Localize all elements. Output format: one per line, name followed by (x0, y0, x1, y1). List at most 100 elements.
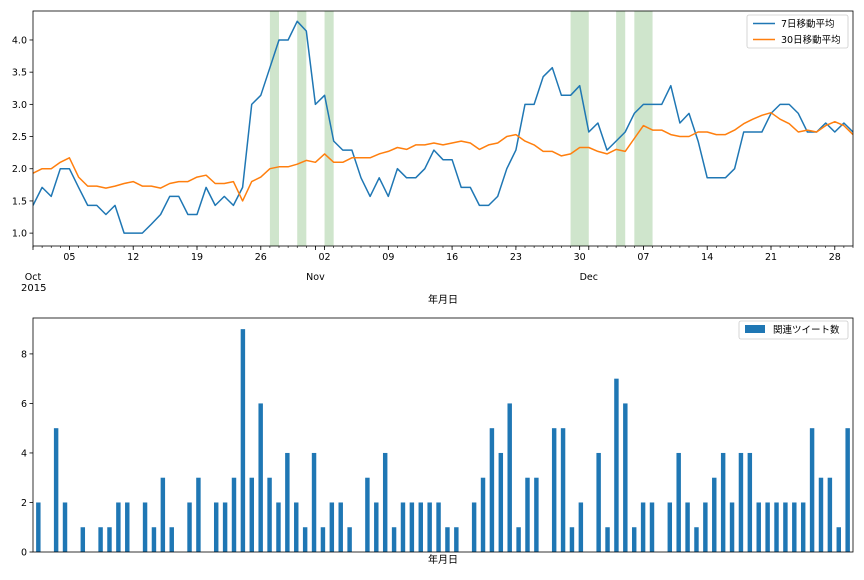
x-tick-label: 30 (574, 252, 586, 263)
bar (623, 403, 628, 552)
bar (480, 477, 486, 552)
bar (294, 502, 299, 552)
series-line-1 (33, 20, 853, 234)
bar (382, 452, 388, 552)
bar (800, 502, 806, 552)
bar (783, 502, 788, 552)
x-tick-label: 14 (701, 252, 713, 263)
bars (36, 329, 850, 552)
y-tick-label: 3.5 (12, 68, 27, 79)
bar (712, 477, 717, 552)
bar (116, 502, 121, 552)
bar (498, 452, 504, 552)
bar (534, 477, 539, 552)
bar (774, 502, 779, 552)
bar (427, 502, 432, 552)
bar (569, 527, 575, 552)
bar (560, 428, 566, 552)
legend-frame (738, 320, 849, 340)
y-tick-label: 0 (21, 548, 27, 559)
bar (792, 502, 797, 552)
bar (436, 502, 441, 552)
x-axis-label-top: 年月日 (428, 293, 458, 306)
y-tick-label: 1.5 (12, 196, 27, 207)
bar (311, 452, 317, 552)
bar (187, 502, 192, 552)
legend-bottom: 関連ツイート数 (738, 320, 849, 340)
bar (605, 527, 610, 552)
bar (151, 527, 157, 552)
series-line-2 (33, 111, 853, 202)
y-axis-bottom: 0 2 4 6 8 (21, 349, 33, 559)
shaded-span (616, 11, 626, 246)
shaded-regions (269, 11, 653, 246)
bar (756, 502, 761, 552)
bar (747, 452, 753, 552)
legend-label-series-2: 30日移動平均 (781, 34, 841, 46)
bar (98, 527, 103, 552)
bar (196, 477, 201, 552)
y-tick-label: 1.0 (12, 229, 27, 240)
x-year-label: 2015 (21, 283, 46, 294)
bar (347, 527, 352, 552)
bar (454, 527, 459, 552)
x-tick-label: 12 (127, 252, 139, 263)
bar (676, 452, 681, 552)
bar (516, 527, 521, 552)
bar (240, 329, 246, 552)
bar (374, 502, 379, 552)
y-tick-label: 2.0 (12, 164, 27, 175)
bar (729, 502, 735, 552)
x-month-label: Oct (25, 272, 42, 283)
bar (231, 477, 237, 552)
bar (400, 502, 406, 552)
shaded-span (634, 11, 653, 246)
bar (53, 428, 59, 552)
legend-swatch-bars (745, 325, 765, 333)
x-tick-label: 09 (382, 252, 394, 263)
bar (765, 502, 770, 552)
legend-label-bars: 関連ツイート数 (773, 324, 840, 336)
y-axis-top: 1.0 1.5 2.0 2.5 3.0 3.5 4.0 (12, 35, 33, 240)
bar (578, 502, 584, 552)
plot-frame-bottom (32, 317, 854, 553)
y-tick-label: 2.5 (12, 132, 27, 143)
bar (125, 502, 130, 552)
x-tick-label: 05 (63, 252, 75, 263)
y-tick-label: 4.0 (12, 35, 27, 46)
bar (827, 477, 833, 552)
bar (258, 403, 263, 552)
y-tick-label: 3.0 (12, 100, 27, 111)
series-lines (33, 20, 853, 234)
bar (809, 428, 815, 552)
bar (703, 502, 708, 552)
x-tick-label: 02 (319, 252, 331, 263)
bar (445, 527, 450, 552)
bar (267, 477, 272, 552)
shaded-span (570, 11, 589, 246)
x-tick-label: 28 (829, 252, 841, 263)
bar (276, 502, 281, 552)
x-tick-label: 23 (510, 252, 522, 263)
shaded-span (324, 11, 334, 246)
x-tick-label: 16 (446, 252, 458, 263)
bar (285, 452, 290, 552)
bar (80, 527, 86, 552)
bar (169, 527, 174, 552)
x-month-label: Dec (580, 272, 598, 283)
bar (329, 502, 335, 552)
bar (818, 477, 824, 552)
x-axis-label-bottom: 年月日 (428, 553, 458, 566)
bar (596, 452, 601, 552)
shaded-span (297, 11, 307, 246)
x-tick-label: 26 (255, 252, 267, 263)
legend-label-series-1: 7日移動平均 (781, 18, 835, 30)
bar (471, 502, 477, 552)
bar (489, 428, 495, 552)
bar (614, 378, 619, 552)
bar (62, 502, 68, 552)
bar (320, 527, 326, 552)
bar (36, 502, 41, 552)
x-axis-top: 05 12 19 26 02 09 16 23 30 07 14 21 28 Oct Nov Dec (25, 246, 854, 283)
